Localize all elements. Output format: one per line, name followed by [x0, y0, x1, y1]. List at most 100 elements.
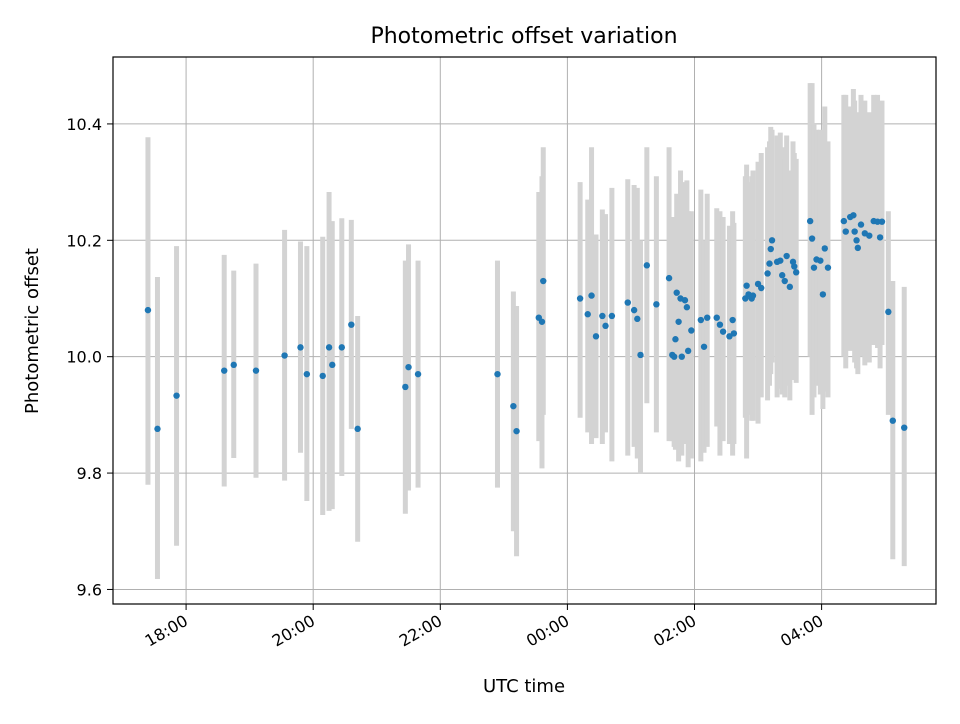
data-point	[608, 312, 616, 320]
data-point	[602, 322, 609, 330]
data-point	[786, 283, 794, 291]
data-point	[688, 327, 695, 334]
data-point	[494, 370, 501, 378]
data-point	[319, 372, 326, 380]
data-point	[643, 262, 651, 269]
data-point	[540, 277, 547, 285]
data-point	[766, 260, 773, 267]
data-point	[768, 237, 776, 244]
y-tick-label: 9.6	[77, 580, 102, 599]
y-tick-label: 10.0	[66, 348, 102, 367]
data-point	[670, 353, 678, 360]
y-tick-label: 10.2	[66, 231, 102, 250]
data-point	[713, 314, 720, 321]
y-tick-label: 10.4	[66, 115, 102, 134]
data-point	[857, 221, 865, 228]
data-point	[851, 228, 858, 235]
data-point	[576, 295, 584, 302]
data-point	[876, 234, 884, 241]
data-point	[637, 351, 644, 359]
data-point	[779, 272, 786, 279]
y-tick-label: 9.8	[77, 464, 102, 483]
data-point	[821, 245, 828, 252]
data-point	[405, 363, 412, 371]
data-point	[901, 424, 908, 431]
data-point	[817, 257, 824, 264]
plot-frame	[112, 56, 937, 605]
data-point	[338, 344, 345, 351]
data-point	[853, 237, 860, 244]
data-point	[681, 297, 689, 304]
data-point	[700, 343, 708, 350]
data-point	[221, 367, 228, 374]
x-axis-label: UTC time	[483, 676, 565, 697]
data-point	[854, 244, 862, 252]
data-point	[538, 318, 546, 325]
data-point	[729, 316, 736, 324]
data-point	[414, 370, 422, 378]
data-markers	[144, 212, 908, 435]
data-point	[281, 352, 288, 359]
data-point	[764, 270, 771, 277]
data-point	[783, 252, 790, 260]
data-point	[510, 402, 517, 410]
chart-title: Photometric offset variation	[370, 24, 677, 49]
data-point	[878, 218, 886, 225]
data-point	[824, 264, 832, 271]
data-point	[743, 282, 750, 289]
data-point	[173, 392, 180, 399]
y-axis-label: Photometric offset	[22, 248, 43, 414]
data-point	[850, 212, 857, 219]
data-point	[252, 367, 260, 374]
data-point	[866, 232, 873, 239]
data-point	[653, 301, 660, 308]
data-point	[684, 347, 692, 355]
data-point	[791, 263, 798, 270]
data-point	[758, 284, 765, 292]
data-point	[588, 292, 595, 299]
data-point	[874, 218, 881, 225]
data-point	[624, 299, 631, 306]
data-point	[704, 314, 711, 321]
data-point	[402, 383, 409, 391]
data-point	[673, 289, 680, 296]
data-point	[840, 217, 848, 225]
data-point	[599, 312, 606, 320]
data-point	[584, 311, 591, 318]
data-point	[354, 425, 361, 433]
data-point	[889, 417, 896, 424]
data-point	[716, 321, 724, 328]
data-point	[781, 277, 788, 285]
data-point	[678, 353, 685, 360]
data-point	[749, 292, 757, 299]
data-point	[767, 245, 774, 253]
data-point	[634, 315, 641, 323]
data-point	[329, 361, 336, 369]
data-point	[683, 304, 691, 311]
data-point	[730, 330, 738, 337]
data-point	[777, 257, 784, 264]
data-point	[697, 316, 705, 324]
grid	[113, 57, 936, 604]
data-point	[348, 321, 355, 328]
data-point	[513, 427, 520, 435]
data-point	[303, 370, 311, 378]
data-point	[592, 333, 600, 340]
data-point	[154, 425, 161, 433]
data-point	[665, 274, 673, 282]
data-point	[672, 336, 679, 343]
data-point	[675, 318, 682, 325]
data-point	[297, 344, 304, 351]
data-point	[230, 361, 237, 369]
data-point	[806, 217, 814, 225]
data-point	[325, 344, 333, 351]
y-axis: 9.6 9.8 10.0 10.2 10.4	[66, 115, 113, 599]
data-point	[808, 235, 816, 242]
data-point	[810, 264, 818, 271]
data-point	[792, 269, 800, 276]
data-point	[719, 328, 727, 335]
data-point	[819, 291, 827, 298]
